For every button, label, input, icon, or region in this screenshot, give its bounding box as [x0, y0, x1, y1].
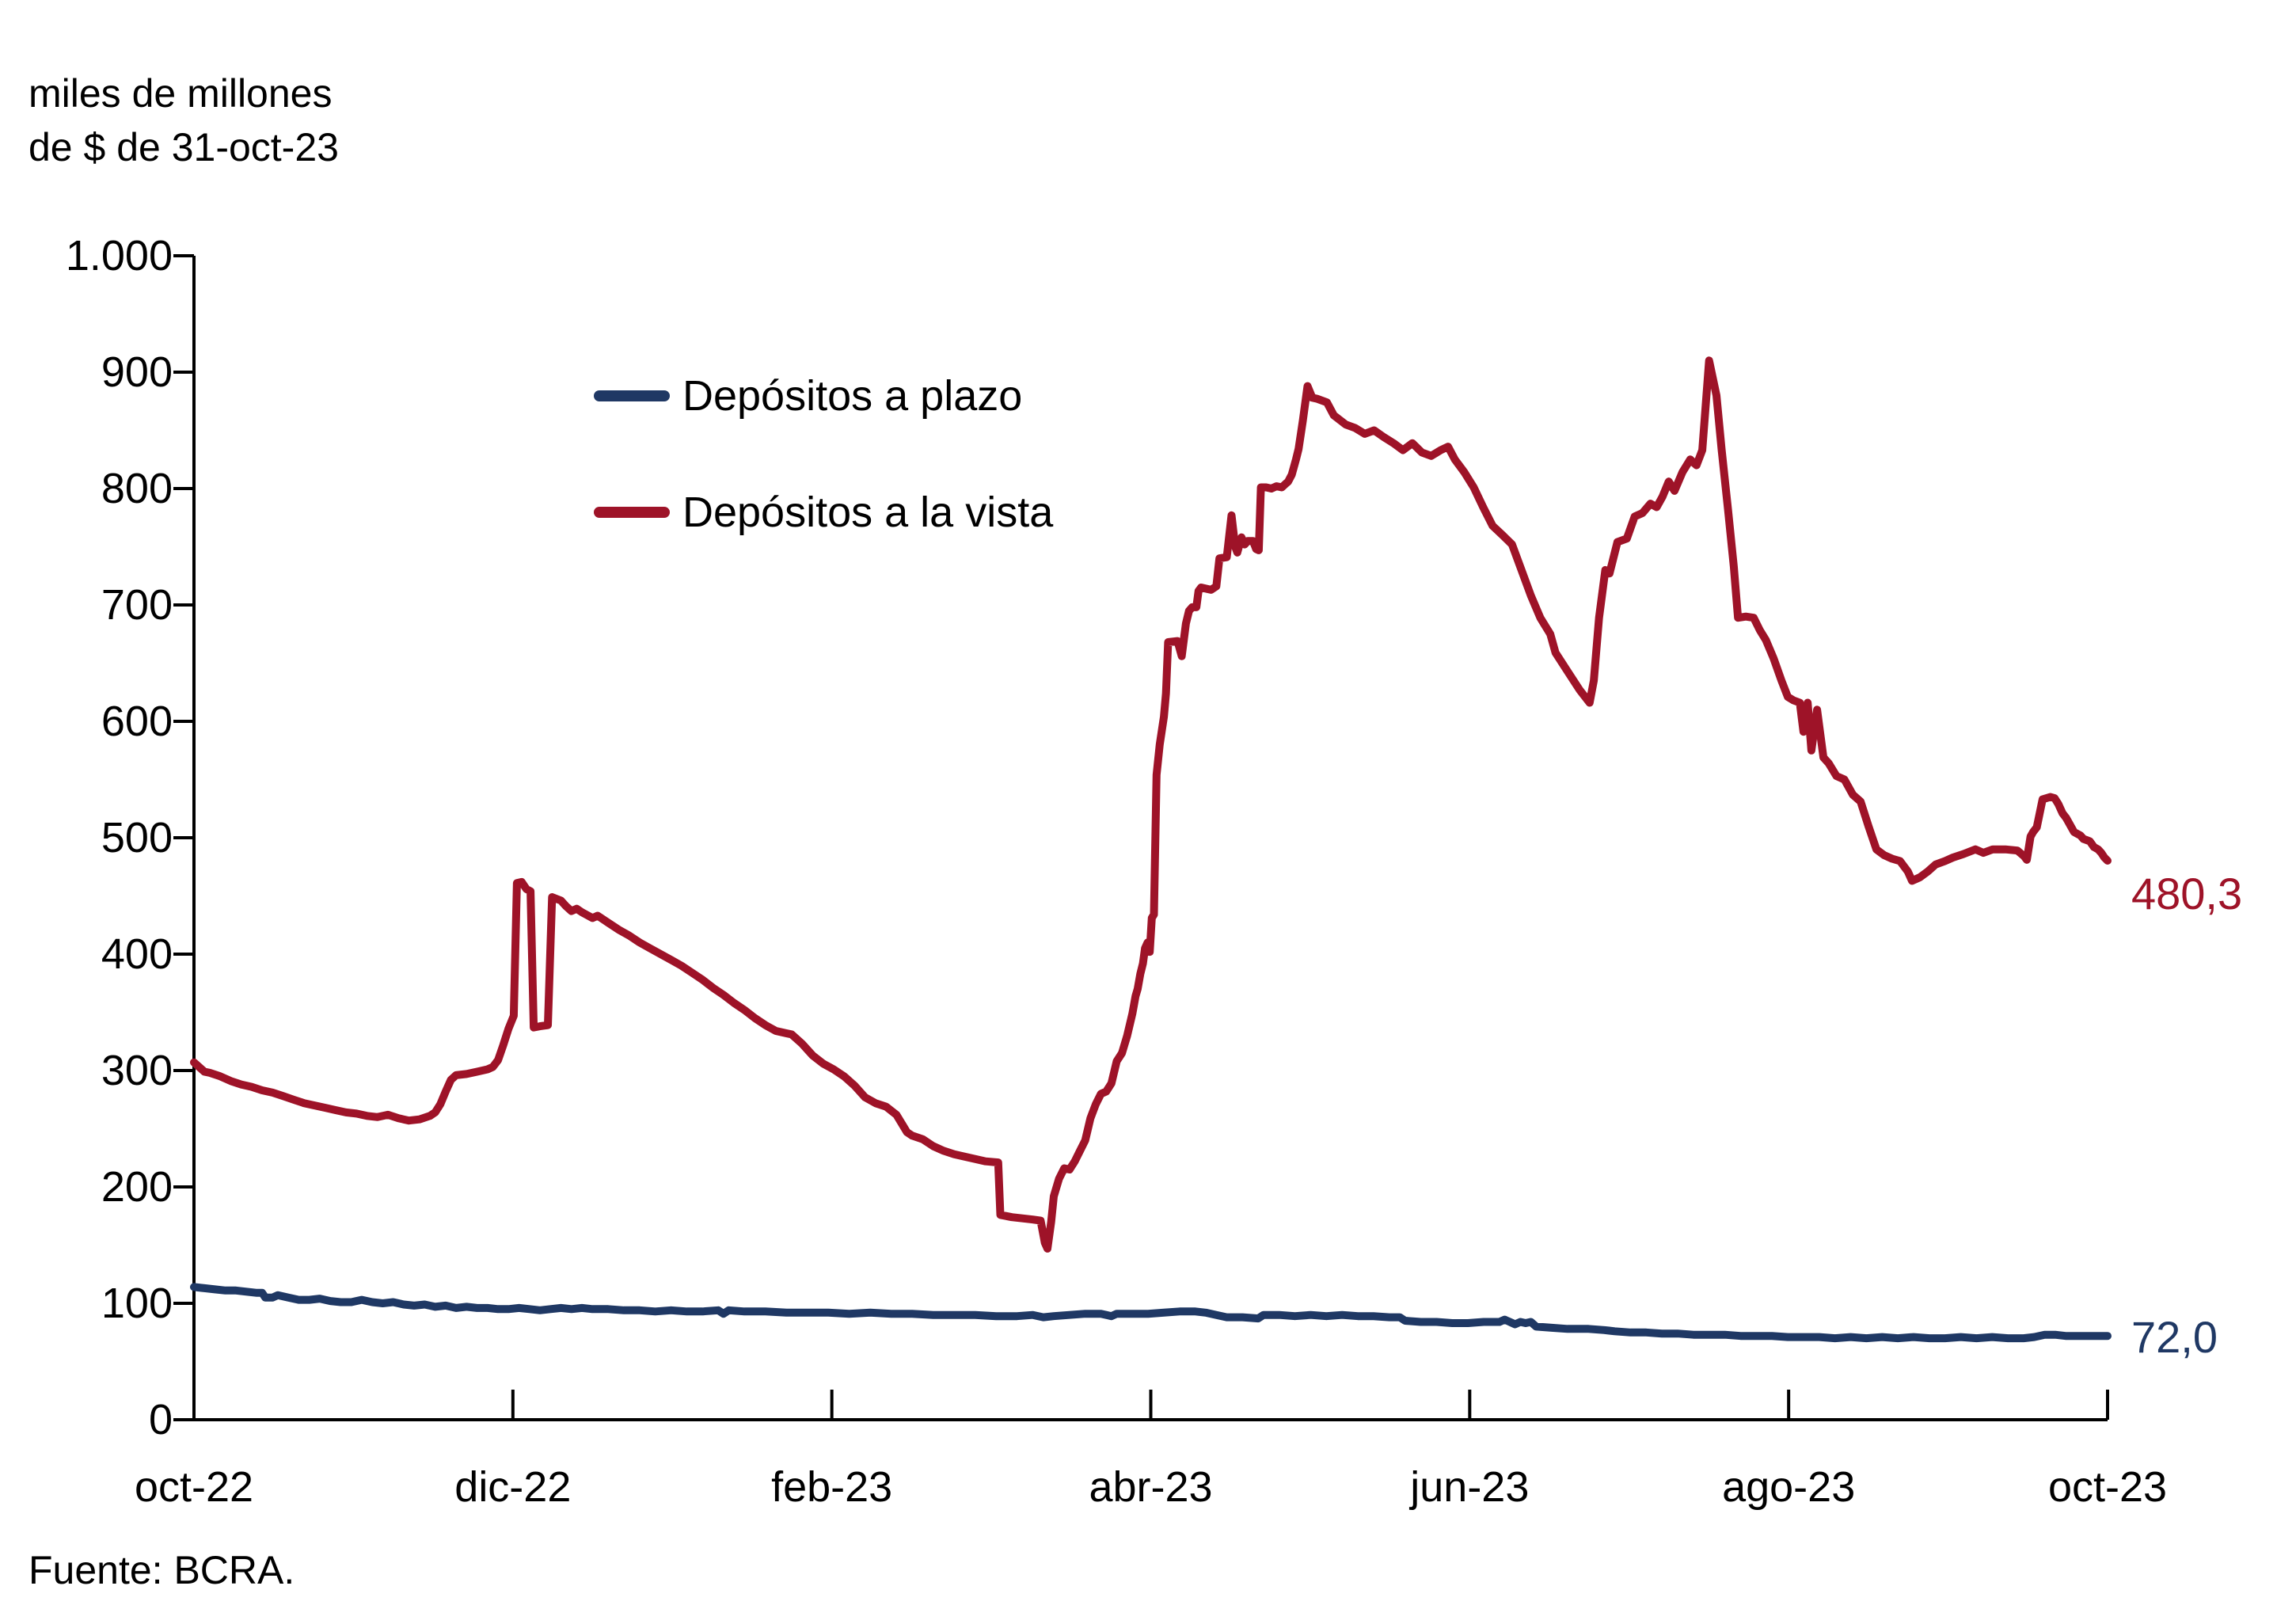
x-tick-label: jun-23 [1410, 1463, 1530, 1511]
legend-item-depositos-a-plazo: Depósitos a plazo [594, 372, 1022, 420]
x-tick-label: ago-23 [1722, 1463, 1856, 1511]
legend-item-depositos-a-la-vista: Depósitos a la vista [594, 489, 1053, 536]
y-tick-label: 600 [101, 698, 173, 745]
y-tick-label: 200 [101, 1163, 173, 1211]
source-note: Fuente: BCRA. [29, 1548, 295, 1592]
y-tick-label: 700 [101, 581, 173, 629]
y-tick-label: 500 [101, 814, 173, 861]
y-tick-label: 300 [101, 1047, 173, 1094]
legend-label-vista: Depósitos a la vista [682, 489, 1054, 536]
y-tick-label: 0 [148, 1396, 173, 1443]
series-line-vista [190, 356, 2112, 1253]
chart-title-line1: miles de millones [29, 71, 333, 116]
legend-label-plazo: Depósitos a plazo [682, 372, 1023, 420]
legend-swatch-vista [594, 507, 670, 518]
end-label-depositos-a-plazo: 72,0 [2131, 1312, 2218, 1362]
y-tick-label: 800 [101, 465, 173, 512]
chart-title: miles de millones de $ de 31-oct-23 [29, 67, 339, 174]
y-tick-label: 400 [101, 930, 173, 978]
x-tick-label: abr-23 [1089, 1463, 1213, 1511]
x-tick-label: oct-22 [134, 1463, 254, 1511]
y-tick-label: 1.000 [65, 232, 173, 280]
series-line-plazo [190, 1283, 2112, 1343]
x-tick-label: oct-23 [2047, 1463, 2168, 1511]
end-label-depositos-a-la-vista: 480,3 [2131, 869, 2243, 918]
x-tick-label: feb-23 [771, 1463, 893, 1511]
chart-title-line2: de $ de 31-oct-23 [29, 125, 339, 169]
y-tick-label: 900 [101, 348, 173, 396]
legend-swatch-plazo [594, 390, 670, 401]
x-tick-label: dic-22 [454, 1463, 572, 1511]
y-tick-label: 100 [101, 1280, 173, 1327]
